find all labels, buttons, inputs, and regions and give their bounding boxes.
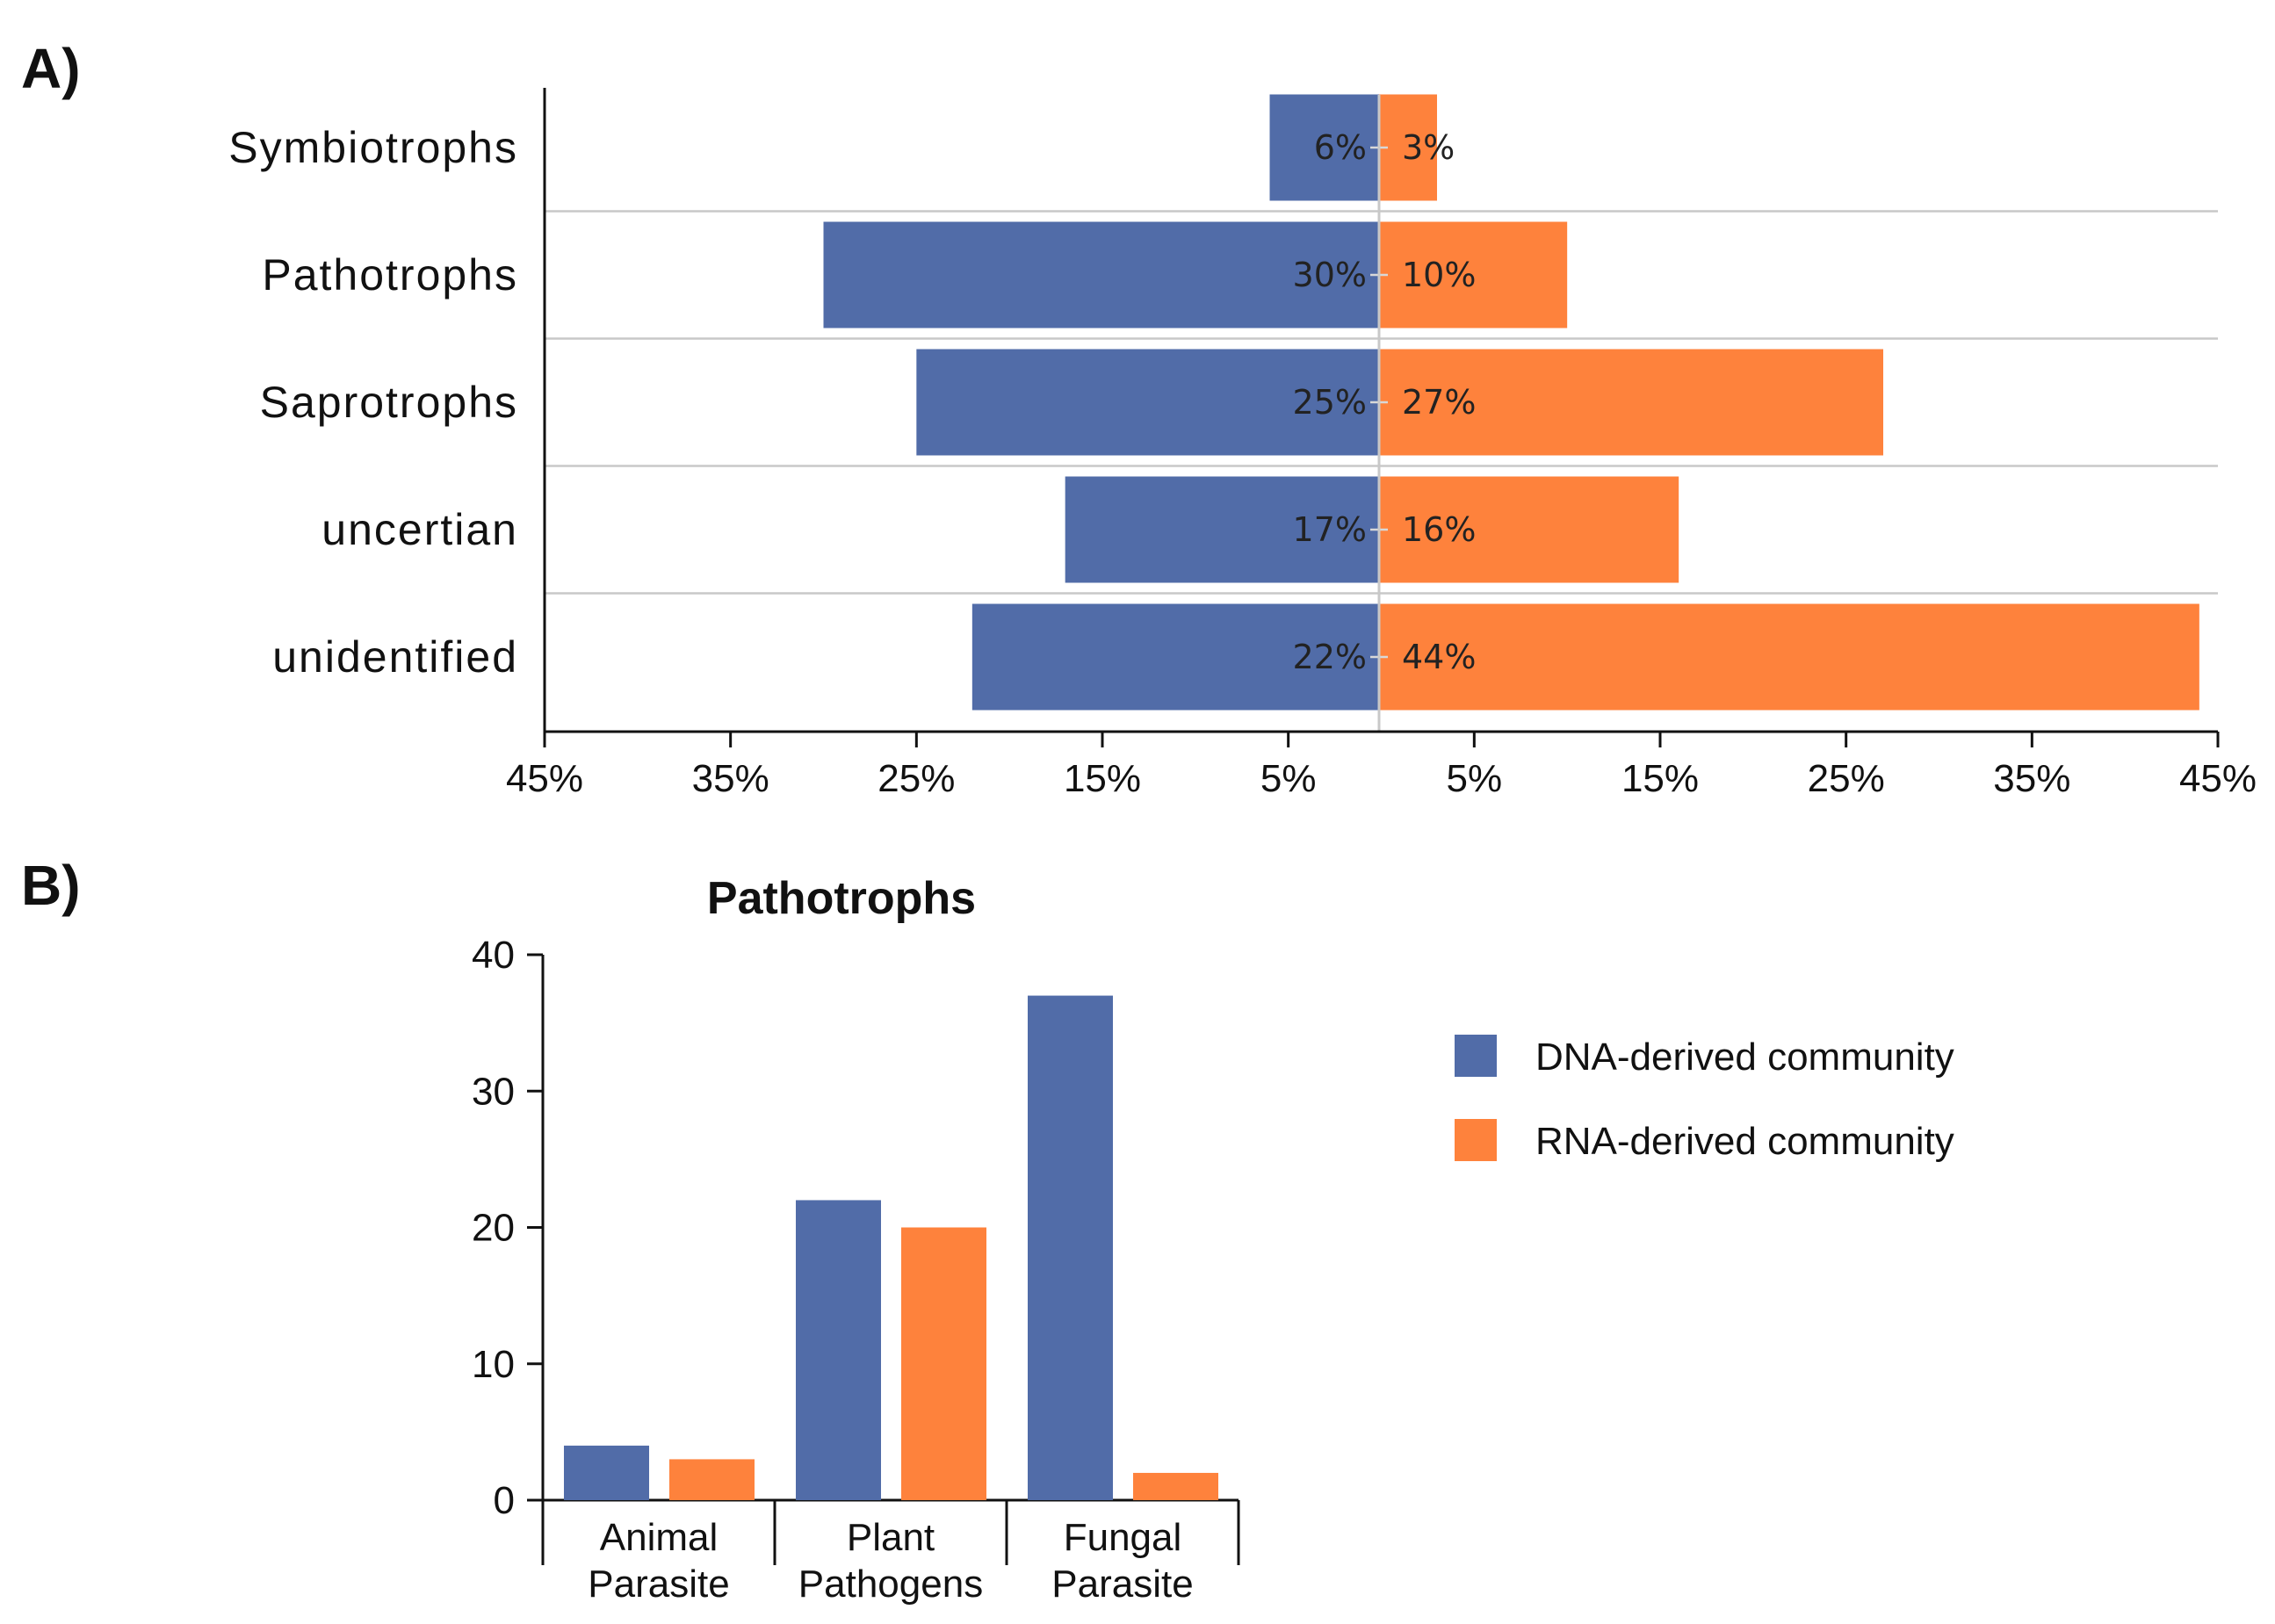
rna-bar-pathotrophs [1379,221,1568,328]
rna-data-label: 10% [1402,256,1476,294]
category-label: unidentified [272,632,518,682]
rna-bar-animal [669,1459,755,1500]
dna-bar-uncertian [1065,476,1379,583]
x-tick-label: 5% [1260,757,1317,800]
x-tick-label: 5% [1447,757,1503,800]
category-label-line1: Fungal [1064,1516,1182,1559]
rna-bar-saprotrophs [1379,349,1883,456]
x-tick-label: 35% [692,757,769,800]
rna-bar-symbiotrophs [1379,94,1437,201]
dna-bar-pathotrophs [823,221,1379,328]
y-tick-label-b: 30 [472,1070,515,1113]
x-tick-label: 15% [1064,757,1141,800]
category-label-line2: Parasite [588,1563,729,1606]
category-label-line1: Animal [600,1516,719,1559]
rna-bar-fungal [1133,1472,1218,1500]
dna-bar-fungal [1028,995,1113,1500]
x-tick-label: 35% [1993,757,2070,800]
panel-a-label: A) [21,37,81,100]
rna-data-label: 16% [1402,510,1476,549]
rna-bar-uncertian [1379,476,1679,583]
category-label: Symbiotrophs [228,123,518,172]
category-label: Saprotrophs [260,378,518,427]
panel-b-label: B) [21,854,81,917]
dna-bar-symbiotrophs [1269,94,1379,201]
category-label: Pathotrophs [262,250,518,300]
rna-data-label: 3% [1402,128,1455,167]
category-label-line2: Pathogens [798,1563,983,1606]
category-label: uncertian [321,505,518,554]
dna-data-label: 17% [1293,510,1367,549]
dna-bar-saprotrophs [916,349,1379,456]
dna-data-label: 25% [1293,383,1367,422]
chart-b-legend: DNA-derived community RNA-derived communi… [1455,1035,1954,1163]
rna-bar-unidentified [1379,603,2199,711]
rna-bar-plant [901,1227,986,1500]
category-label-line1: Plant [847,1516,935,1559]
legend-swatch-rna [1455,1119,1497,1161]
y-tick-label-b: 10 [472,1343,515,1386]
chart-a-diverging-bars: Symbiotrophs 6% 3% Pathotrophs 30% 10% Saprotr… [228,88,2257,800]
x-tick-label: 45% [2179,757,2257,800]
y-tick-label-b: 20 [472,1207,515,1250]
x-tick-label: 25% [1808,757,1885,800]
x-tick-label: 15% [1621,757,1699,800]
dna-bar-unidentified [971,603,1379,711]
legend-swatch-dna [1455,1035,1497,1077]
rna-data-label: 44% [1402,638,1476,676]
dna-data-label: 30% [1293,256,1367,294]
chart-b-grouped-bars: 010203040AnimalParasitePlantPathogensFun… [472,934,1240,1606]
legend-label: DNA-derived community [1535,1036,1954,1079]
x-tick-label: 25% [878,757,955,800]
rna-data-label: 27% [1402,383,1476,422]
y-tick-label-b: 40 [472,934,515,977]
dna-bar-plant [796,1200,881,1500]
category-label-line2: Parasite [1051,1563,1193,1606]
y-tick-label-b: 0 [494,1479,515,1522]
legend-label: RNA-derived community [1535,1120,1954,1163]
dna-data-label: 6% [1314,128,1367,167]
x-tick-label: 45% [506,757,583,800]
chart-b-title: Pathotrophs [707,873,976,924]
dna-bar-animal [564,1445,649,1500]
dna-data-label: 22% [1293,638,1367,676]
